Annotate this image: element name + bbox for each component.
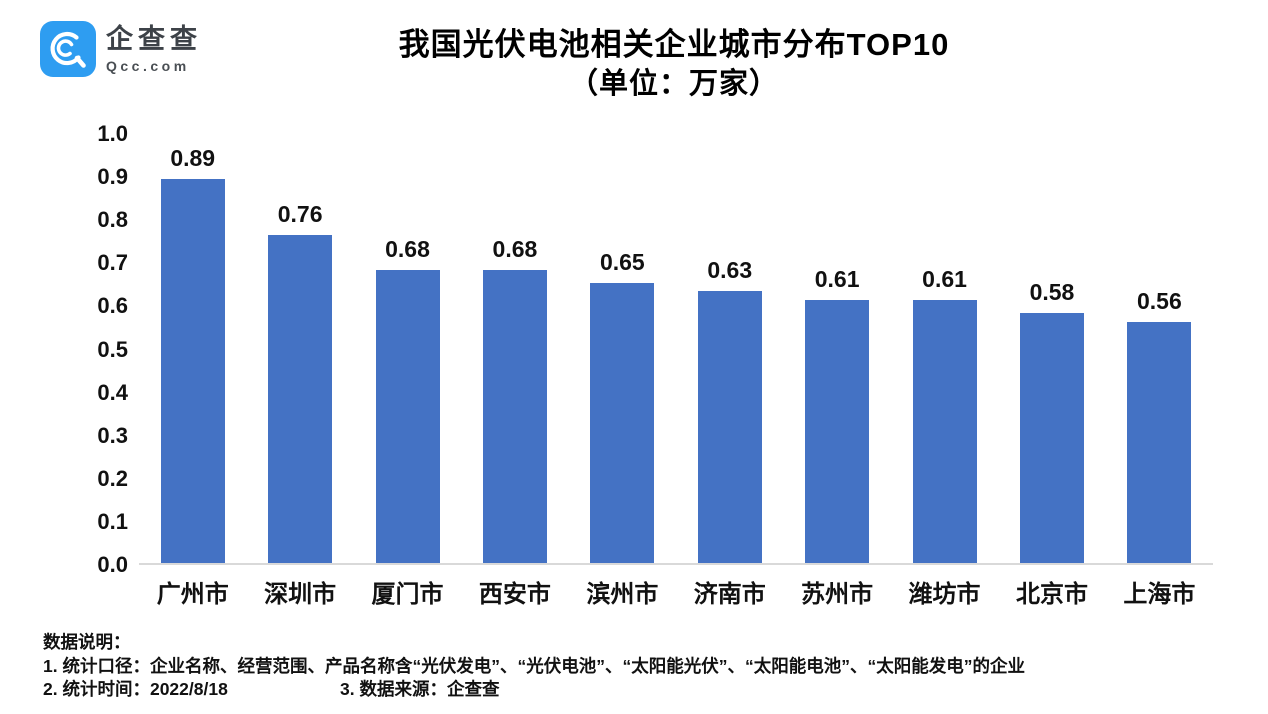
x-axis-label: 深圳市: [264, 581, 337, 608]
y-axis: 1.0 0.9 0.8 0.7 0.6 0.5 0.4 0.3 0.2 0.1 0.0: [72, 122, 128, 577]
bar-column-深圳市: 0.76: [246, 134, 353, 563]
x-axis-label: 厦门市: [371, 581, 444, 608]
y-tick-label: 0.3: [97, 422, 128, 448]
bar-value-label: 0.61: [814, 266, 860, 292]
x-axis-label: 广州市: [156, 581, 229, 608]
bar-value-label: 0.63: [707, 257, 753, 283]
x-axis-label: 上海市: [1123, 581, 1196, 608]
bar: [1127, 322, 1192, 563]
y-tick-label: 0.5: [97, 336, 128, 362]
y-tick-label: 0.8: [97, 207, 128, 233]
y-tick-label: 0.0: [97, 552, 128, 577]
y-tick-label: 0.4: [97, 379, 128, 405]
chart-title-line1: 我国光伏电池相关企业城市分布TOP10: [398, 27, 950, 62]
bar-column-广州市: 0.89: [139, 134, 246, 563]
chart-title-line2: （单位：万家）: [568, 68, 779, 100]
bar-column-潍坊市: 0.61: [891, 134, 998, 563]
bar-column-西安市: 0.68: [461, 134, 568, 563]
bar-column-苏州市: 0.61: [783, 134, 890, 563]
qcc-logo-icon: [40, 21, 96, 77]
x-axis-label: 潍坊市: [908, 581, 981, 608]
bar-column-厦门市: 0.68: [354, 134, 461, 563]
bar: [268, 235, 333, 563]
bar: [160, 179, 225, 563]
y-tick-label: 0.6: [97, 293, 128, 319]
notes-line1: 1. 统计口径：企业名称、经营范围、产品名称含“光伏发电”、“光伏电池”、“太阳…: [43, 655, 1025, 676]
bar: [590, 283, 655, 563]
x-axis-label: 北京市: [1015, 581, 1088, 608]
qcc-logo-text: 企查查 Qcc.com: [106, 23, 202, 75]
x-axis-label: 西安市: [478, 581, 551, 608]
plot-area: 0.89 0.76 0.68 0.68 0.65 0.63 0.61 0.61 0.58 0.56: [139, 134, 1213, 565]
x-axis-label: 苏州市: [801, 581, 874, 608]
y-tick-label: 0.7: [97, 250, 128, 276]
x-axis-label: 滨州市: [586, 581, 659, 608]
bar-value-label: 0.68: [492, 236, 538, 262]
bar-value-label: 0.76: [277, 201, 323, 227]
chart-title: 我国光伏电池相关企业城市分布TOP10 （单位：万家）: [80, 26, 1268, 104]
y-tick-label: 0.2: [97, 465, 128, 491]
qcc-logo: 企查查 Qcc.com: [40, 21, 202, 77]
x-axis-label: 济南市: [693, 581, 766, 608]
data-notes: 数据说明： 1. 统计口径：企业名称、经营范围、产品名称含“光伏发电”、“光伏电…: [43, 631, 1233, 702]
bar-column-北京市: 0.58: [998, 134, 1105, 563]
bar-value-label: 0.89: [170, 145, 216, 171]
bar: [482, 270, 547, 563]
bar: [1019, 313, 1084, 563]
bar-value-label: 0.65: [599, 249, 645, 275]
bar-column-济南市: 0.63: [676, 134, 783, 563]
notes-data-source: 3. 数据来源：企查查: [340, 679, 500, 699]
bar: [912, 300, 977, 563]
y-tick-label: 0.1: [97, 508, 128, 534]
bar-value-label: 0.58: [1029, 279, 1075, 305]
y-tick-label: 0.9: [97, 164, 128, 190]
notes-line2: 2. 统计时间：2022/8/18 3. 数据来源：企查查: [43, 678, 1233, 702]
bar: [697, 291, 762, 563]
bar-column-上海市: 0.56: [1106, 134, 1213, 563]
y-tick-label: 1.0: [97, 121, 128, 146]
bar-value-label: 0.56: [1136, 288, 1182, 314]
bar-column-滨州市: 0.65: [569, 134, 676, 563]
bar-value-label: 0.68: [385, 236, 430, 262]
notes-heading: 数据说明：: [43, 632, 131, 652]
bar: [375, 270, 440, 563]
bar-value-label: 0.61: [922, 266, 967, 292]
bar: [805, 300, 870, 563]
x-axis-labels: 广州市 深圳市 厦门市 西安市 滨州市 济南市 苏州市 潍坊市 北京市 上海市: [139, 580, 1213, 610]
logo-domain-name: Qcc.com: [106, 58, 190, 74]
logo-company-name: 企查查: [106, 24, 202, 54]
notes-stat-time: 2. 统计时间：2022/8/18: [43, 679, 228, 699]
